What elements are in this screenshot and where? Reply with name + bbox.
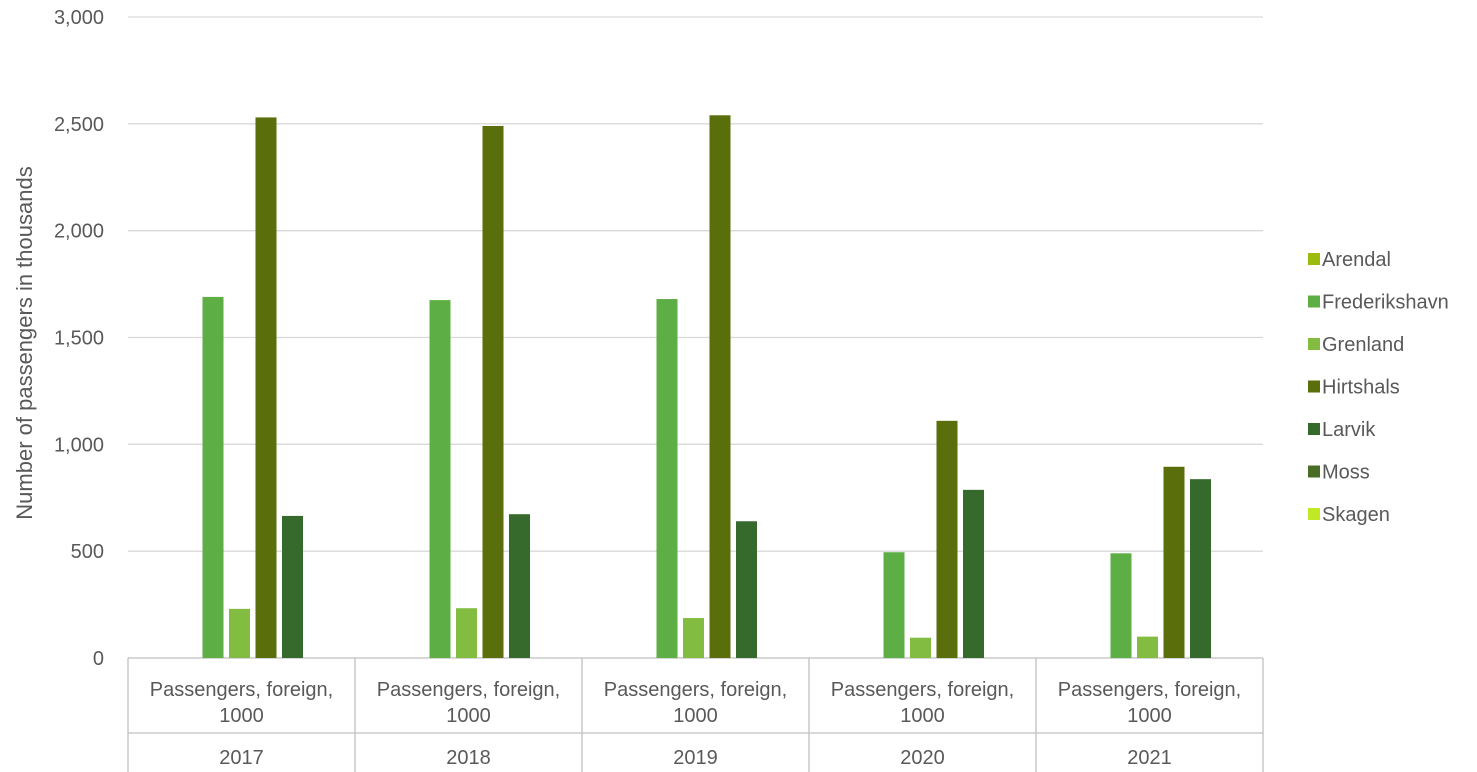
x-year-label: 2018 — [446, 747, 491, 769]
x-year-label: 2017 — [219, 747, 264, 769]
gridlines — [128, 16, 1263, 659]
legend-swatch-larvik — [1308, 423, 1320, 435]
x-category-label: Passengers, foreign, — [150, 679, 333, 701]
y-axis-label: Number of passengers in thousands — [12, 166, 37, 519]
x-category-label-unit: 1000 — [1127, 705, 1172, 727]
x-category-label: Passengers, foreign, — [377, 679, 560, 701]
legend-swatch-skagen — [1308, 508, 1320, 520]
bar-grenland-2017 — [229, 608, 250, 658]
x-year-label: 2019 — [673, 747, 718, 769]
x-category-label: Passengers, foreign, — [1058, 679, 1241, 701]
bar-hirtshals-2021 — [1163, 466, 1185, 658]
x-axis: Passengers, foreign, 1000 2017 Passengers, … — [127, 658, 1264, 772]
x-category-label: Passengers, foreign, — [831, 679, 1014, 701]
bar-frederikshavn-2019 — [656, 299, 678, 658]
legend-label-grenland: Grenland — [1322, 334, 1404, 356]
legend-label-skagen: Skagen — [1322, 504, 1390, 526]
legend-swatch-moss — [1308, 465, 1320, 478]
y-tick-label: 3,000 — [54, 7, 104, 29]
y-tick-label: 0 — [93, 648, 104, 670]
bar-hirtshals-2017 — [255, 117, 277, 658]
y-tick-label: 2,000 — [54, 221, 104, 243]
bar-grenland-2020 — [910, 637, 931, 658]
legend-label-arendal: Arendal — [1322, 249, 1391, 271]
bar-frederikshavn-2021 — [1110, 553, 1132, 658]
y-tick-label: 500 — [71, 541, 104, 563]
legend: Arendal Frederikshavn Grenland Hirtshals Lar… — [1308, 249, 1449, 526]
legend-label-frederikshavn: Frederikshavn — [1322, 292, 1449, 314]
bar-larvik-2020 — [963, 489, 984, 658]
bar-larvik-2021 — [1190, 479, 1211, 658]
bar-larvik-2019 — [736, 521, 757, 658]
bar-larvik-2017 — [282, 515, 303, 658]
legend-label-hirtshals: Hirtshals — [1322, 377, 1400, 399]
bar-hirtshals-2019 — [709, 115, 731, 658]
x-category-label-unit: 1000 — [219, 705, 264, 727]
bar-hirtshals-2020 — [936, 420, 958, 658]
x-year-label: 2020 — [900, 747, 945, 769]
y-tick-label: 2,500 — [54, 114, 104, 136]
bars — [202, 115, 1211, 659]
x-category-label: Passengers, foreign, — [604, 679, 787, 701]
legend-swatch-frederikshavn — [1308, 295, 1320, 308]
bar-grenland-2021 — [1137, 636, 1158, 658]
x-category-label-unit: 1000 — [900, 705, 945, 727]
y-tick-label: 1,000 — [54, 434, 104, 456]
y-tick-label: 1,500 — [54, 328, 104, 350]
y-axis-ticks: 0 500 1,000 1,500 2,000 2,500 3,000 — [54, 7, 104, 670]
bar-larvik-2018 — [509, 514, 530, 658]
legend-swatch-hirtshals — [1308, 380, 1320, 393]
legend-label-larvik: Larvik — [1322, 419, 1376, 441]
x-category-label-unit: 1000 — [673, 705, 718, 727]
bar-frederikshavn-2017 — [202, 296, 224, 658]
x-year-label: 2021 — [1127, 747, 1172, 769]
bar-frederikshavn-2020 — [883, 552, 905, 658]
legend-label-moss: Moss — [1322, 462, 1370, 484]
bar-grenland-2018 — [456, 608, 477, 658]
x-category-label-unit: 1000 — [446, 705, 491, 727]
bar-frederikshavn-2018 — [429, 300, 451, 658]
bar-hirtshals-2018 — [482, 125, 504, 659]
bar-grenland-2019 — [683, 618, 704, 658]
legend-swatch-grenland — [1308, 338, 1320, 350]
legend-swatch-arendal — [1308, 253, 1320, 265]
